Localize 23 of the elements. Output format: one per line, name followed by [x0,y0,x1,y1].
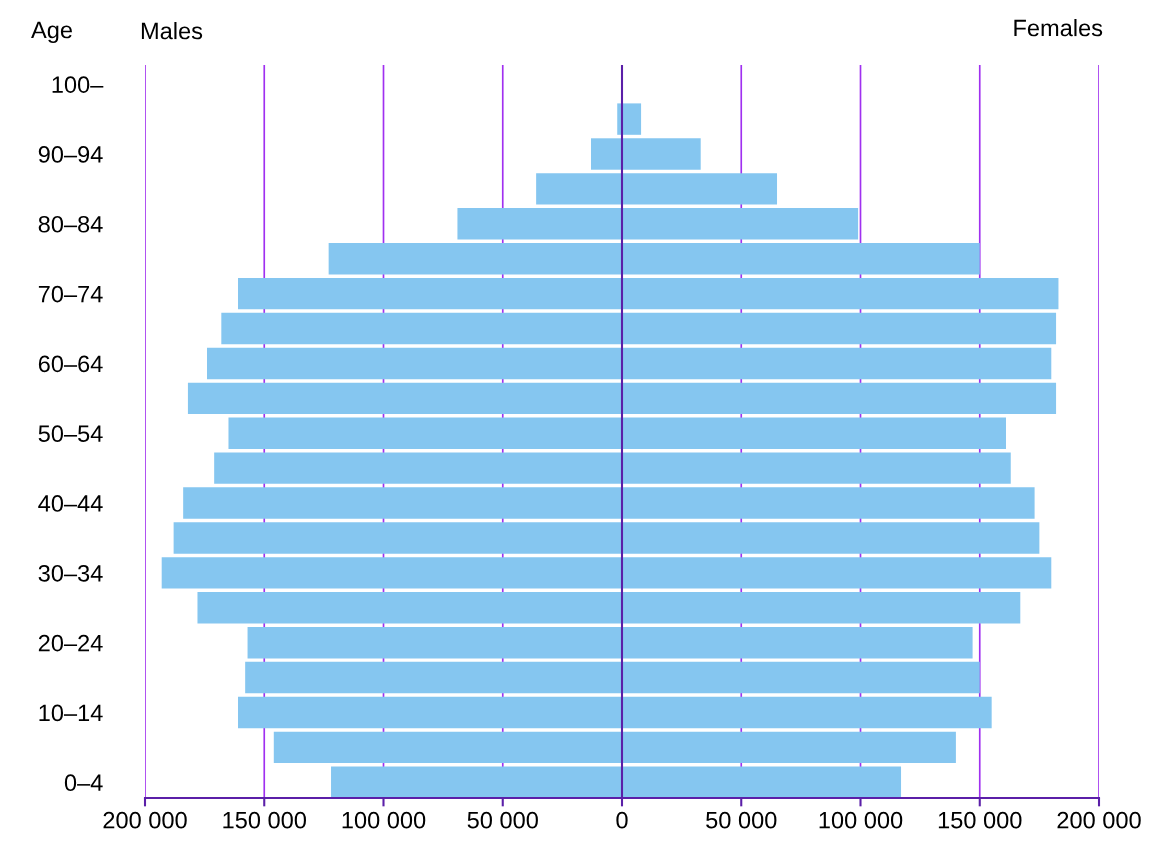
y-tick-label: 90–94 [38,146,103,163]
y-tick-label: 20–24 [38,634,103,652]
x-tick-label: 50 000 [467,811,538,829]
x-tick-label: 0 [616,811,628,829]
x-tick-label: 50 000 [706,811,777,829]
x-tick-label: 100 000 [342,811,426,829]
text: Males [141,22,203,40]
y-tick-label: 0–4 [64,774,103,792]
x-tick-label: 150 000 [938,811,1022,829]
y-tick-label: 10–14 [39,704,103,722]
x-tick-label: 200 000 [103,811,187,829]
text: Females [1014,19,1103,37]
y-tick-label: 50–54 [38,425,103,443]
y-tick-label: 80–84 [38,215,103,233]
y-tick-label: 30–34 [38,564,103,582]
x-tick-label: 150 000 [223,811,306,829]
y-tick-label: 60–64 [38,355,103,373]
x-tick-label: 200 000 [1057,811,1141,829]
y-tick-label: 70–74 [38,285,103,303]
y-tick-label: 40–44 [38,495,103,512]
y-axis-title: Age [31,21,72,43]
x-tick-label: 100 000 [819,811,903,829]
y-tick-label: 100– [52,76,104,93]
